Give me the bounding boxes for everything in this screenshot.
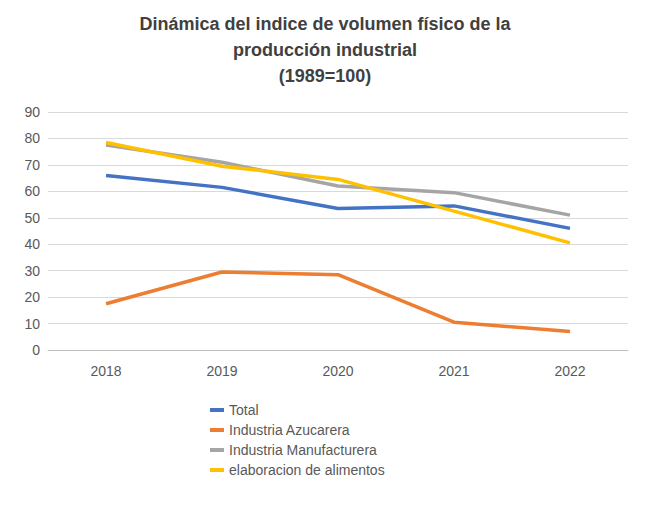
- svg-text:80: 80: [24, 130, 40, 146]
- svg-text:40: 40: [24, 236, 40, 252]
- svg-text:0: 0: [32, 342, 40, 358]
- svg-text:10: 10: [24, 316, 40, 332]
- svg-text:60: 60: [24, 183, 40, 199]
- svg-text:producción industrial: producción industrial: [233, 40, 417, 60]
- svg-text:2020: 2020: [322, 363, 353, 379]
- svg-text:2022: 2022: [554, 363, 585, 379]
- svg-text:20: 20: [24, 289, 40, 305]
- svg-text:Industria Manufacturera: Industria Manufacturera: [229, 442, 377, 458]
- svg-text:70: 70: [24, 157, 40, 173]
- svg-text:2021: 2021: [438, 363, 469, 379]
- svg-text:Total: Total: [229, 402, 259, 418]
- svg-text:30: 30: [24, 263, 40, 279]
- svg-text:Dinámica del indice de volumen: Dinámica del indice de volumen físico de…: [139, 14, 511, 34]
- svg-text:elaboracion de alimentos: elaboracion de alimentos: [229, 462, 385, 478]
- svg-text:Industria Azucarera: Industria Azucarera: [229, 422, 350, 438]
- svg-text:50: 50: [24, 210, 40, 226]
- svg-text:(1989=100): (1989=100): [279, 66, 372, 86]
- svg-text:2019: 2019: [206, 363, 237, 379]
- svg-text:2018: 2018: [90, 363, 121, 379]
- svg-text:90: 90: [24, 104, 40, 120]
